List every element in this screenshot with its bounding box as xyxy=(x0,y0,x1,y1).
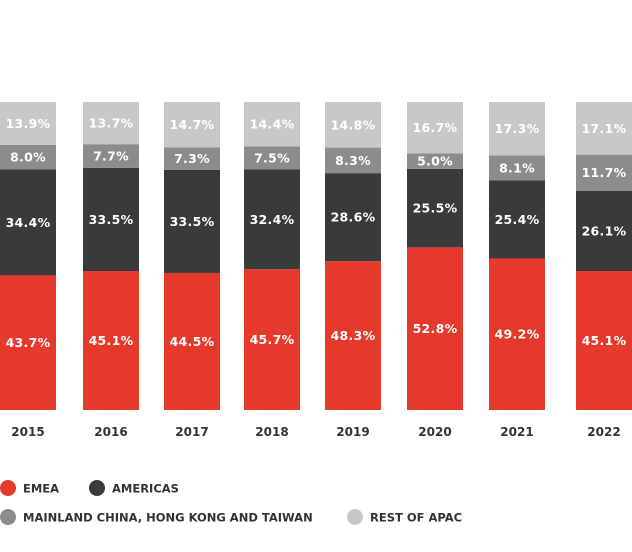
legend-item: EMEA xyxy=(0,480,59,496)
data-label: 25.4% xyxy=(495,212,540,227)
data-label: 52.8% xyxy=(413,321,458,336)
bar-segment xyxy=(325,173,381,262)
bar-segment xyxy=(325,147,381,174)
data-label: 49.2% xyxy=(495,327,540,342)
x-tick-label: 2018 xyxy=(255,425,288,439)
data-label: 26.1% xyxy=(582,223,627,238)
bar-segment xyxy=(325,261,381,410)
bar-segment xyxy=(244,169,300,270)
data-label: 14.4% xyxy=(250,117,295,132)
bar-segment xyxy=(576,154,632,191)
data-label: 48.3% xyxy=(331,328,376,343)
bar-2015: 43.7% 34.4% 8.0% 13.9% xyxy=(0,102,56,410)
bar-segment xyxy=(489,155,545,181)
legend-item: AMERICAS xyxy=(89,480,179,496)
data-label: 17.1% xyxy=(582,121,627,136)
bar-segment xyxy=(83,144,139,168)
bar-2018: 45.7% 32.4% 7.5% 14.4% xyxy=(244,102,300,410)
bar-segment xyxy=(407,168,463,248)
data-label: 33.5% xyxy=(170,214,215,229)
bars: 43.7% 34.4% 8.0% 13.9% 45.1% 33.5% 7.7% 13.7% 44… xyxy=(0,102,632,410)
bar-segment xyxy=(407,247,463,410)
legend-label: EMEA xyxy=(23,482,59,496)
x-tick-label: 2021 xyxy=(500,425,533,439)
x-tick-label: 2015 xyxy=(11,425,44,439)
legend-item: REST OF APAC xyxy=(347,509,462,525)
bar-segment xyxy=(325,102,381,148)
bar-2022: 45.1% 26.1% 11.7% 17.1% xyxy=(576,102,632,410)
data-label: 32.4% xyxy=(250,212,295,227)
bar-segment xyxy=(164,102,220,148)
legend-label: AMERICAS xyxy=(112,482,179,496)
x-axis-labels: 2015 2016 2017 2018 2019 2020 2021 2022 xyxy=(11,425,620,439)
data-label: 16.7% xyxy=(413,120,458,135)
data-label: 45.7% xyxy=(250,332,295,347)
data-label: 8.0% xyxy=(10,150,46,165)
bar-2019: 48.3% 28.6% 8.3% 14.8% xyxy=(325,102,381,410)
legend-swatch-icon xyxy=(0,509,16,525)
bar-segment xyxy=(0,102,56,145)
data-label: 44.5% xyxy=(170,334,215,349)
bar-2021: 49.2% 25.4% 8.1% 17.3% xyxy=(489,102,545,410)
data-label: 28.6% xyxy=(331,210,376,225)
bar-2016: 45.1% 33.5% 7.7% 13.7% xyxy=(83,102,139,410)
data-label: 14.7% xyxy=(170,117,215,132)
bar-2020: 52.8% 25.5% 5.0% 16.7% xyxy=(407,102,463,410)
x-tick-label: 2020 xyxy=(418,425,451,439)
bar-segment xyxy=(489,180,545,259)
x-tick-label: 2022 xyxy=(587,425,620,439)
bar-segment xyxy=(164,169,220,273)
data-label: 14.8% xyxy=(331,117,376,132)
bar-segment xyxy=(0,275,56,410)
bar-segment xyxy=(0,169,56,276)
x-tick-label: 2019 xyxy=(336,425,369,439)
data-label: 5.0% xyxy=(417,154,453,169)
bar-segment xyxy=(83,102,139,145)
bar-segment xyxy=(244,146,300,170)
bar-segment xyxy=(0,144,56,170)
bar-segment xyxy=(576,271,632,410)
bar-segment xyxy=(489,258,545,410)
data-label: 17.3% xyxy=(495,121,540,136)
legend-item: MAINLAND CHINA, HONG KONG AND TAIWAN xyxy=(0,509,313,525)
bar-segment xyxy=(407,102,463,154)
data-label: 34.4% xyxy=(6,215,51,230)
data-label: 7.7% xyxy=(93,149,129,164)
legend-swatch-icon xyxy=(0,480,16,496)
bar-segment xyxy=(576,102,632,155)
legend: EMEA AMERICAS MAINLAND CHINA, HONG KONG AN… xyxy=(0,480,462,525)
bar-segment xyxy=(244,102,300,147)
data-label: 33.5% xyxy=(89,212,134,227)
data-label: 25.5% xyxy=(413,201,458,216)
data-label: 13.7% xyxy=(89,116,134,131)
bar-segment xyxy=(164,272,220,410)
data-label: 7.3% xyxy=(174,151,210,166)
legend-label: REST OF APAC xyxy=(370,511,462,525)
bar-segment xyxy=(489,102,545,156)
legend-swatch-icon xyxy=(89,480,105,496)
data-label: 11.7% xyxy=(582,165,627,180)
bar-segment xyxy=(407,153,463,169)
data-label: 8.3% xyxy=(335,153,371,168)
data-label: 13.9% xyxy=(6,116,51,131)
x-tick-label: 2016 xyxy=(94,425,127,439)
bar-2017: 44.5% 33.5% 7.3% 14.7% xyxy=(164,102,220,410)
data-label: 45.1% xyxy=(582,333,627,348)
bar-segment xyxy=(164,147,220,170)
data-label: 43.7% xyxy=(6,335,51,350)
x-tick-label: 2017 xyxy=(175,425,208,439)
bar-segment xyxy=(83,271,139,410)
bar-segment xyxy=(576,190,632,272)
legend-swatch-icon xyxy=(347,509,363,525)
legend-label: MAINLAND CHINA, HONG KONG AND TAIWAN xyxy=(23,511,313,525)
bar-segment xyxy=(83,167,139,272)
data-label: 7.5% xyxy=(254,150,290,165)
data-label: 45.1% xyxy=(89,333,134,348)
data-label: 8.1% xyxy=(499,160,535,175)
bar-segment xyxy=(244,269,300,410)
